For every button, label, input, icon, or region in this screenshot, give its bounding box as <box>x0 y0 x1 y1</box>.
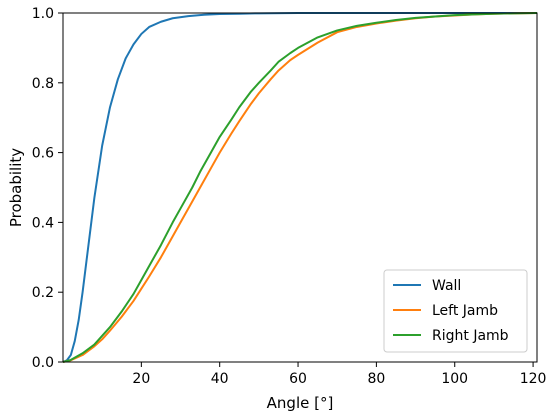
y-tick-label: 0.2 <box>32 285 54 301</box>
x-tick-label: 20 <box>132 371 150 387</box>
x-tick-label: 60 <box>289 371 307 387</box>
y-tick-label: 0.0 <box>32 355 54 371</box>
x-tick-label: 120 <box>520 371 547 387</box>
legend-label: Wall <box>432 278 461 294</box>
y-tick-label: 0.4 <box>32 215 54 231</box>
x-tick-label: 40 <box>211 371 229 387</box>
y-axis-label: Probability <box>7 148 25 227</box>
legend: Wall Left Jamb Right Jamb <box>383 269 528 353</box>
axes-frame <box>62 12 538 363</box>
y-tick-label: 1.0 <box>32 6 54 22</box>
plot-area <box>62 12 538 363</box>
y-tick-label: 0.8 <box>32 76 54 92</box>
legend-box <box>383 269 528 353</box>
x-tick-label: 80 <box>367 371 385 387</box>
legend-label: Right Jamb <box>432 328 509 344</box>
x-axis-label: Angle [°] <box>267 394 334 412</box>
legend-label: Left Jamb <box>432 303 498 319</box>
x-axis-ticks: 20 40 60 80 100 120 <box>132 362 546 387</box>
x-tick-label: 100 <box>441 371 468 387</box>
y-axis-ticks: 0.0 0.2 0.4 0.6 0.8 1.0 <box>32 6 63 371</box>
series-line-right-jamb <box>62 12 538 363</box>
y-tick-label: 0.6 <box>32 146 54 162</box>
